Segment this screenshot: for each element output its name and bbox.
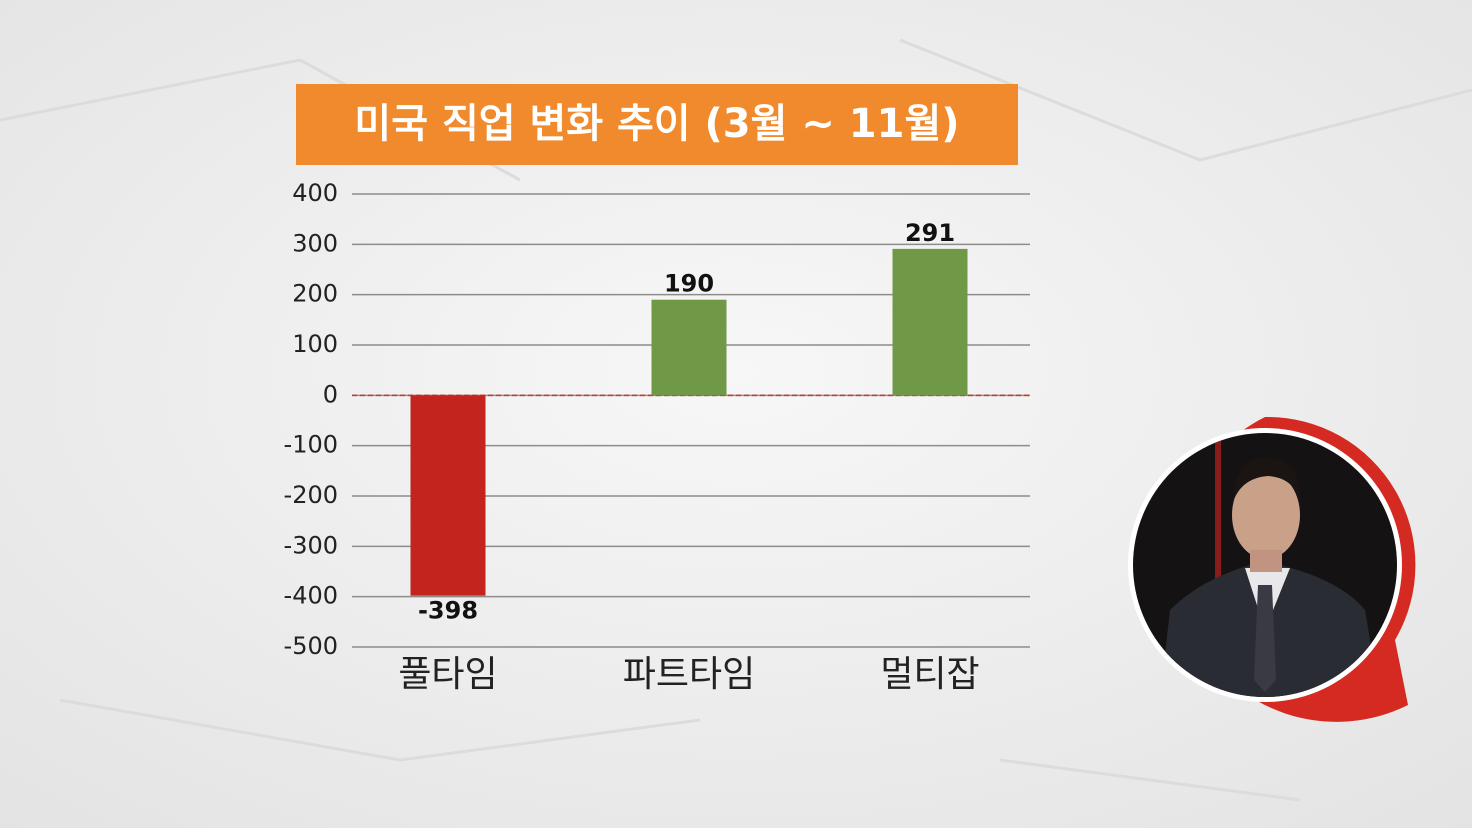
- presenter: [1128, 416, 1416, 722]
- y-tick-label: 200: [292, 280, 338, 308]
- y-tick-label: 400: [292, 179, 338, 207]
- bar: [892, 248, 968, 396]
- y-tick-label: -200: [284, 481, 338, 509]
- y-tick-label: -500: [284, 632, 338, 660]
- chart-title: 미국 직업 변화 추이 (3월 ~ 11월): [354, 101, 959, 147]
- title-box: [296, 84, 1018, 165]
- value-label: -398: [418, 597, 478, 625]
- y-tick-label: 100: [292, 330, 338, 358]
- y-tick-label: 300: [292, 229, 338, 257]
- bar: [410, 395, 486, 596]
- y-tick-label: -400: [284, 582, 338, 610]
- paper-texture: [0, 38, 1472, 802]
- y-tick-label: -100: [284, 431, 338, 459]
- value-label: 190: [664, 270, 714, 298]
- x-tick-label: 파트타임: [623, 654, 755, 695]
- presenter-photo: [1133, 433, 1397, 697]
- value-label: 291: [905, 219, 955, 247]
- x-tick-label: 풀타임: [398, 654, 497, 695]
- y-tick-label: -300: [284, 531, 338, 559]
- y-tick-label: 0: [323, 380, 338, 408]
- bar: [651, 299, 727, 396]
- x-tick-label: 멀티잡: [880, 654, 979, 695]
